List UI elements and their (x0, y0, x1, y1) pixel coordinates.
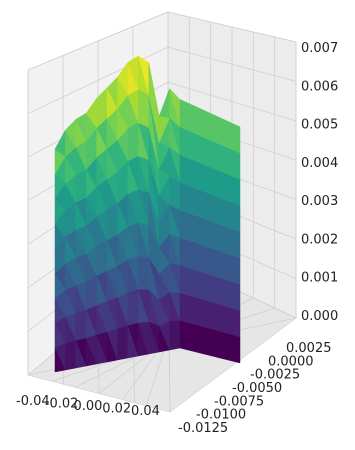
y-axis-ticks: 0.00250.0000-0.0025-0.0050-0.0075-0.0100… (178, 341, 332, 436)
z-tick-label: 0.000 (301, 309, 338, 324)
z-axis-ticks: 0.000 0.001 0.002 0.003 0.004 0.005 0.006 0.007 (301, 41, 338, 324)
z-tick-label: 0.006 (301, 79, 338, 94)
y-tick-label: -0.0050 (232, 381, 282, 396)
grid-line (27, 11, 169, 71)
y-tick-label: -0.0100 (196, 408, 246, 423)
x-tick-label: 0.02 (102, 402, 131, 417)
z-tick-label: 0.001 (301, 271, 338, 286)
surface-mesh (54, 55, 241, 373)
y-tick-label: -0.0125 (178, 421, 228, 436)
y-tick-label: -0.0025 (250, 368, 300, 383)
y-tick-label: -0.0075 (214, 394, 264, 409)
z-tick-label: 0.005 (301, 118, 338, 133)
x-axis-ticks: -0.04-0.020.00 0.02 0.04 (16, 394, 160, 419)
z-tick-label: 0.007 (301, 41, 338, 56)
z-tick-label: 0.004 (301, 156, 338, 171)
x-tick-label: -0.02 (45, 397, 79, 412)
z-tick-label: 0.002 (301, 232, 338, 247)
surface-facet (179, 99, 241, 154)
y-tick-label: 0.0000 (268, 354, 314, 369)
x-tick-label: 0.04 (131, 404, 160, 419)
z-tick-label: 0.003 (301, 194, 338, 209)
x-tick-label: 0.00 (74, 399, 103, 414)
grid-line (27, 46, 169, 114)
x-tick-label: -0.04 (16, 394, 50, 409)
y-tick-label: 0.0025 (286, 341, 332, 356)
